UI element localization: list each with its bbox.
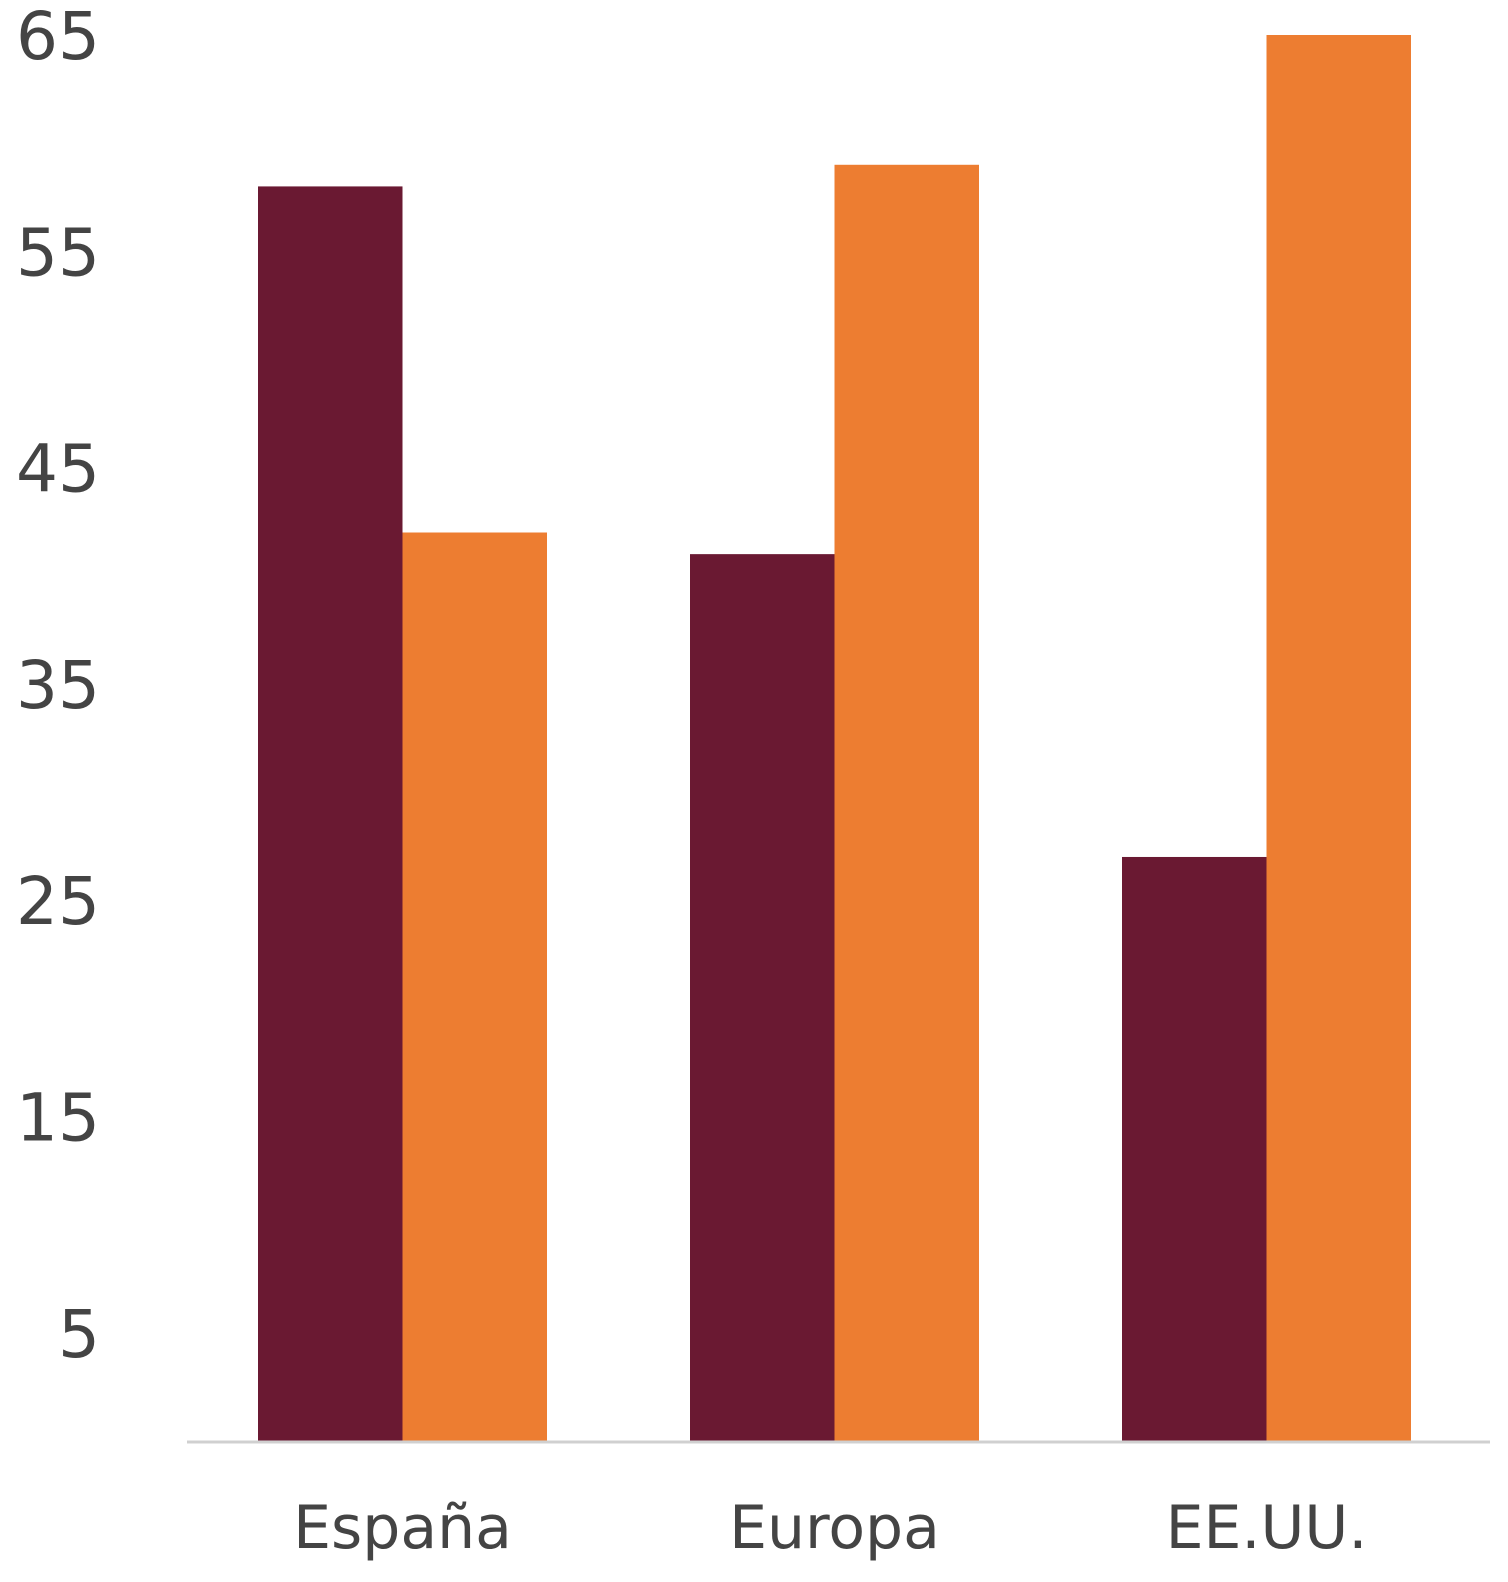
x-category-label: Europa — [729, 1493, 940, 1563]
x-axis-labels: España Europa EE.UU. — [293, 1493, 1367, 1563]
bar-1-2 — [1122, 856, 1267, 1441]
bar-2-2 — [1266, 35, 1411, 1441]
bar-1-0 — [258, 186, 403, 1441]
y-tick-label: 35 — [16, 647, 100, 724]
y-axis-ticks: 5 15 25 35 45 55 65 — [16, 0, 100, 1373]
bars — [258, 35, 1411, 1441]
y-tick-label: 15 — [16, 1080, 100, 1157]
bar-2-0 — [402, 532, 547, 1441]
x-category-label: EE.UU. — [1166, 1493, 1368, 1563]
y-tick-label: 65 — [16, 0, 100, 75]
bar-2-1 — [834, 164, 979, 1441]
y-tick-label: 55 — [16, 214, 100, 291]
y-tick-label: 5 — [58, 1296, 100, 1373]
y-tick-label: 45 — [16, 431, 100, 508]
x-category-label: España — [293, 1493, 512, 1563]
y-tick-label: 25 — [16, 863, 100, 940]
bar-1-1 — [690, 554, 835, 1441]
